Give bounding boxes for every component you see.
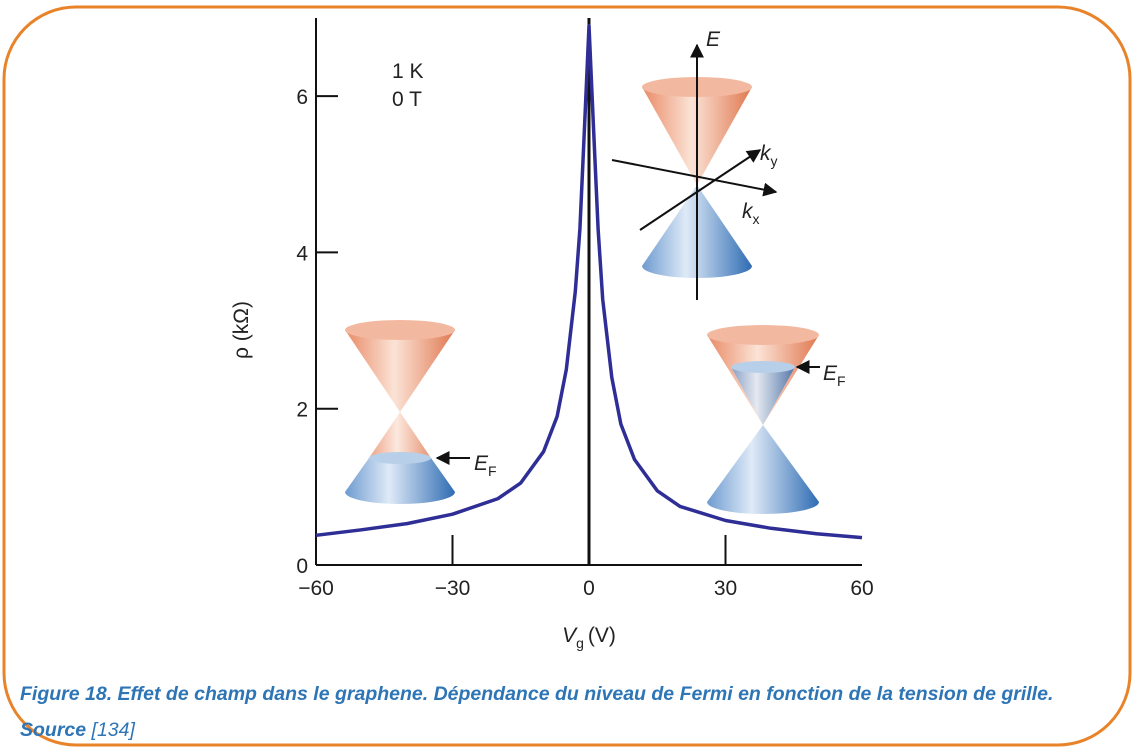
ky-label: ky: [760, 142, 778, 169]
ky-subscript: y: [771, 153, 778, 169]
field-label: 0 T: [392, 88, 422, 111]
fermi-symbol: E: [474, 452, 489, 475]
x-label-unit: (V): [588, 624, 616, 647]
fermi-label: EF: [474, 452, 497, 479]
x-label-subscript: g: [576, 635, 584, 651]
dirac-cone-inset: E ky kx: [611, 28, 778, 300]
x-label-symbol: V: [562, 624, 578, 647]
energy-axis-label: E: [706, 28, 721, 51]
frame-border: [2, 5, 1132, 747]
fermi-subscript: F: [488, 463, 497, 479]
caption-reference: [134]: [91, 719, 135, 741]
x-tick-label: 0: [583, 577, 595, 600]
y-axis-label: ρ (kΩ): [230, 301, 253, 359]
temperature-label: 1 K: [392, 60, 424, 83]
y-tick-label: 2: [296, 399, 308, 422]
resistivity-curve: [315, 24, 863, 540]
fermi-subscript: F: [837, 373, 846, 389]
fermi-label: EF: [823, 362, 846, 389]
kx-symbol: k: [742, 200, 754, 223]
x-tick-label: −30: [435, 577, 471, 600]
y-tick-label: 6: [296, 86, 308, 109]
x-tick-label: −60: [298, 577, 334, 600]
caption: Figure 18. Effet de champ dans le graphe…: [20, 676, 1115, 748]
y-tick-label: 4: [296, 242, 308, 265]
cone-inset-right: EF: [707, 325, 846, 514]
caption-text: Figure 18. Effet de champ dans le graphe…: [20, 683, 1054, 741]
fermi-symbol: E: [823, 362, 838, 385]
x-tick-label: 30: [714, 577, 737, 600]
x-axis-label: Vg (V): [562, 624, 616, 651]
kx-subscript: x: [753, 211, 760, 227]
kx-label: kx: [742, 200, 760, 227]
y-tick-label: 0: [296, 555, 308, 578]
ky-symbol: k: [760, 142, 772, 165]
cone-inset-left: EF: [345, 320, 497, 504]
x-tick-label: 60: [850, 577, 873, 600]
